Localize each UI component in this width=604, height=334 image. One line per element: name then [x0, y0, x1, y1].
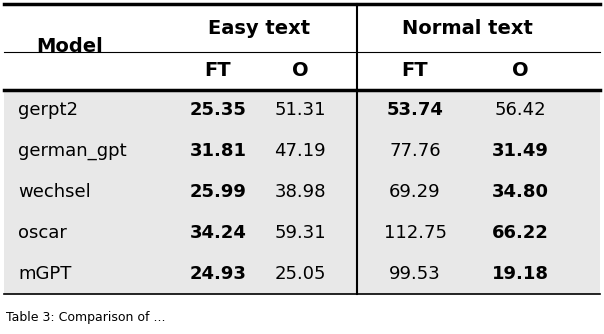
Text: 34.24: 34.24: [190, 224, 246, 242]
Text: 77.76: 77.76: [389, 142, 441, 160]
Text: 31.81: 31.81: [190, 142, 246, 160]
Text: wechsel: wechsel: [18, 183, 91, 201]
Text: 69.29: 69.29: [389, 183, 441, 201]
Text: Table 3: Comparison of ...: Table 3: Comparison of ...: [6, 312, 165, 325]
Bar: [4, 4, 600, 90]
Text: 112.75: 112.75: [384, 224, 446, 242]
Text: 66.22: 66.22: [492, 224, 548, 242]
Text: mGPT: mGPT: [18, 265, 71, 283]
Text: 38.98: 38.98: [274, 183, 326, 201]
Bar: [4, 90, 600, 294]
Text: 51.31: 51.31: [274, 102, 326, 119]
Text: O: O: [292, 61, 308, 80]
Text: 24.93: 24.93: [190, 265, 246, 283]
Text: 47.19: 47.19: [274, 142, 326, 160]
Text: 31.49: 31.49: [492, 142, 548, 160]
Text: 99.53: 99.53: [389, 265, 441, 283]
Text: 25.99: 25.99: [190, 183, 246, 201]
Text: 56.42: 56.42: [494, 102, 546, 119]
Text: 25.35: 25.35: [190, 102, 246, 119]
Text: 34.80: 34.80: [492, 183, 548, 201]
Text: FT: FT: [205, 61, 231, 80]
Text: 19.18: 19.18: [492, 265, 548, 283]
Text: 59.31: 59.31: [274, 224, 326, 242]
Text: 53.74: 53.74: [387, 102, 443, 119]
Text: Easy text: Easy text: [208, 18, 310, 37]
Text: Model: Model: [37, 37, 103, 56]
Text: 25.05: 25.05: [274, 265, 326, 283]
Text: O: O: [512, 61, 528, 80]
Text: oscar: oscar: [18, 224, 67, 242]
Text: german_gpt: german_gpt: [18, 142, 127, 160]
Text: gerpt2: gerpt2: [18, 102, 78, 119]
Text: FT: FT: [402, 61, 428, 80]
Text: Normal text: Normal text: [402, 18, 533, 37]
